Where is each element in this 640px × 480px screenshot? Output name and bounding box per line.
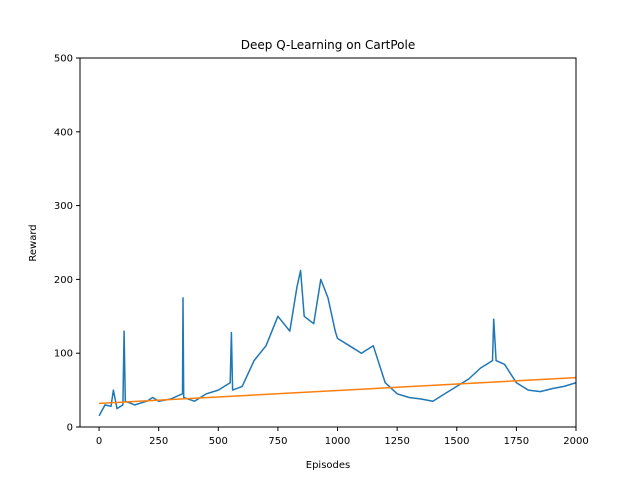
x-tick-label: 2000 <box>563 436 588 447</box>
y-tick-label: 400 <box>54 127 73 138</box>
x-axis-ticks: 0 250 500 750 1000 1250 1500 1750 2000 <box>96 427 589 447</box>
y-tick-label: 300 <box>54 201 73 212</box>
y-axis-ticks: 0 100 200 300 400 500 <box>54 54 80 434</box>
y-tick-label: 100 <box>54 349 73 360</box>
x-tick-label: 750 <box>268 436 287 447</box>
series-line-2 <box>99 376 576 405</box>
plot-frame <box>79 57 577 428</box>
y-tick-label: 500 <box>54 54 73 65</box>
x-axis-label: Episodes <box>306 460 350 471</box>
chart-title: Deep Q-Learning on CartPole <box>241 38 415 52</box>
y-tick-label: 0 <box>67 423 73 434</box>
x-tick-label: 0 <box>96 436 102 447</box>
x-tick-label: 1500 <box>444 436 469 447</box>
plot-area <box>98 269 576 417</box>
x-tick-label: 500 <box>209 436 228 447</box>
x-tick-label: 1750 <box>504 436 529 447</box>
x-tick-label: 1250 <box>384 436 409 447</box>
y-tick-label: 200 <box>54 275 73 286</box>
x-tick-label: 1000 <box>325 436 350 447</box>
y-axis-label: Reward <box>28 224 39 261</box>
x-tick-label: 250 <box>149 436 168 447</box>
